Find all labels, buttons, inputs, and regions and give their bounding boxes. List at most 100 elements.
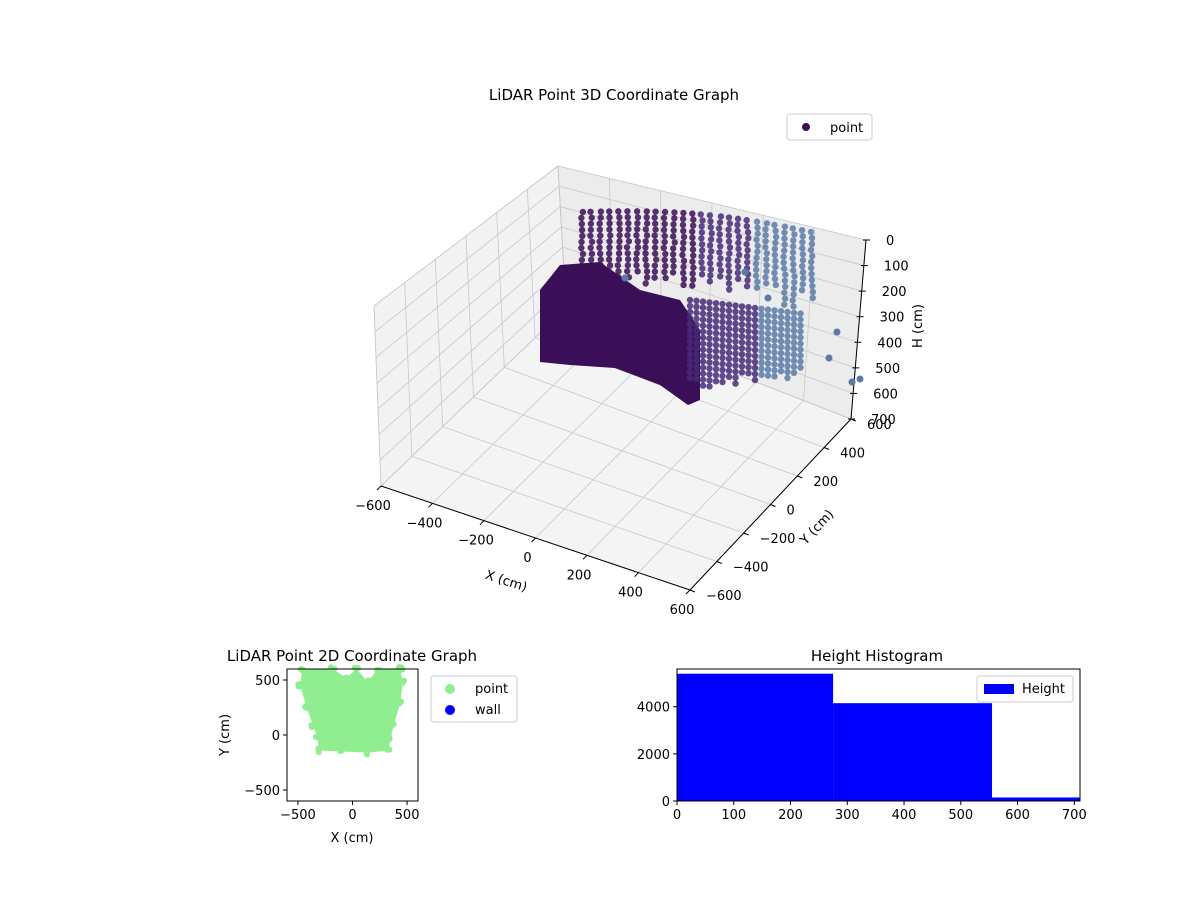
point-3d bbox=[633, 208, 641, 215]
point-3d bbox=[738, 303, 746, 310]
point-3d bbox=[707, 248, 715, 255]
point-3d bbox=[799, 250, 807, 258]
point-3d bbox=[808, 240, 816, 248]
point-3d bbox=[624, 232, 631, 239]
x-tick-mark bbox=[582, 554, 588, 560]
chart-2d-x-label: X (cm) bbox=[331, 831, 374, 846]
point-3d bbox=[706, 317, 713, 324]
point-3d bbox=[616, 244, 623, 251]
point-3d bbox=[686, 362, 694, 370]
histogram-bar bbox=[677, 673, 834, 801]
point-3d bbox=[764, 312, 772, 319]
point-3d bbox=[771, 245, 779, 253]
point-3d bbox=[725, 373, 733, 380]
point-3d bbox=[680, 281, 687, 289]
point-3d bbox=[772, 239, 779, 247]
point-3d bbox=[706, 341, 713, 348]
point-3d bbox=[772, 263, 779, 271]
point-3d bbox=[642, 256, 649, 263]
point-3d bbox=[798, 226, 806, 234]
point-3d bbox=[652, 256, 660, 263]
point-3d bbox=[798, 286, 806, 294]
point-3d bbox=[789, 249, 797, 256]
grid-line-left-z bbox=[373, 165, 559, 307]
point-3d bbox=[598, 268, 605, 275]
point-3d bbox=[712, 342, 720, 349]
point-3d bbox=[754, 278, 761, 285]
x-tick-label: −400 bbox=[407, 516, 443, 531]
point-3d bbox=[642, 226, 650, 233]
point-3d bbox=[784, 350, 791, 358]
point-3d bbox=[699, 376, 707, 383]
point-3d bbox=[689, 234, 696, 241]
point-3d bbox=[777, 362, 785, 369]
point-3d bbox=[738, 339, 746, 346]
point-3d bbox=[587, 274, 595, 281]
point-3d bbox=[725, 367, 733, 374]
point-3d bbox=[719, 354, 726, 362]
point-3d bbox=[578, 226, 586, 234]
point-3d bbox=[797, 310, 804, 317]
point-3d bbox=[579, 208, 587, 216]
point-3d bbox=[578, 268, 586, 276]
point-3d bbox=[717, 243, 724, 250]
point-3d bbox=[780, 259, 787, 266]
point-3d bbox=[751, 340, 759, 348]
point-3d bbox=[725, 280, 733, 287]
point-3d bbox=[764, 360, 772, 367]
y-tick-label: 0 bbox=[787, 504, 795, 519]
point-3d bbox=[671, 215, 678, 222]
point-3d bbox=[738, 327, 746, 334]
point-3d bbox=[706, 377, 713, 384]
point-3d bbox=[771, 221, 778, 229]
point-3d bbox=[712, 348, 720, 355]
point-2d bbox=[338, 747, 345, 754]
point-3d bbox=[719, 318, 726, 326]
point-3d bbox=[791, 279, 798, 286]
point-3d bbox=[719, 342, 726, 350]
point-2d bbox=[297, 680, 304, 687]
point-3d bbox=[753, 254, 760, 261]
point-3d bbox=[726, 244, 734, 251]
legend-label-wall: wall bbox=[475, 703, 501, 718]
chart-2d-legend: point wall bbox=[430, 675, 518, 723]
point-3d bbox=[790, 345, 798, 352]
point-3d bbox=[738, 309, 746, 316]
point-3d bbox=[597, 214, 604, 221]
point-3d bbox=[799, 232, 806, 240]
point-3d bbox=[699, 304, 707, 311]
point-3d bbox=[587, 262, 594, 269]
point-3d bbox=[719, 300, 726, 308]
point-3d bbox=[790, 339, 798, 346]
point-3d bbox=[719, 372, 726, 380]
point-3d bbox=[752, 260, 760, 267]
point-3d bbox=[587, 220, 595, 227]
point-3d bbox=[712, 372, 720, 379]
y-tick-label-2d: 0 bbox=[272, 729, 280, 744]
point-2d bbox=[342, 676, 349, 683]
legend-label-point-3d: point bbox=[830, 121, 863, 136]
point-3d bbox=[712, 312, 720, 319]
point-3d bbox=[578, 238, 585, 246]
point-3d bbox=[797, 322, 804, 329]
y-tick-label: 600 bbox=[867, 418, 892, 433]
point-3d bbox=[643, 274, 651, 281]
point-3d bbox=[686, 320, 694, 328]
point-cloud-dense-mass bbox=[540, 262, 700, 405]
point-3d bbox=[799, 262, 806, 270]
point-3d bbox=[799, 238, 806, 246]
x-tick-label: 200 bbox=[567, 568, 592, 583]
chart-2d-y-label: Y (cm) bbox=[218, 714, 233, 757]
x-tick-mark bbox=[531, 537, 536, 543]
point-3d bbox=[715, 225, 723, 232]
point-3d bbox=[699, 352, 707, 359]
point-3d bbox=[743, 223, 751, 230]
point-3d bbox=[597, 232, 604, 239]
point-3d bbox=[738, 369, 746, 376]
point-3d bbox=[797, 358, 804, 365]
point-3d bbox=[777, 344, 785, 351]
point-3d bbox=[651, 232, 658, 239]
point-3d bbox=[763, 250, 771, 257]
point-3d bbox=[625, 226, 632, 233]
point-3d bbox=[808, 270, 815, 278]
